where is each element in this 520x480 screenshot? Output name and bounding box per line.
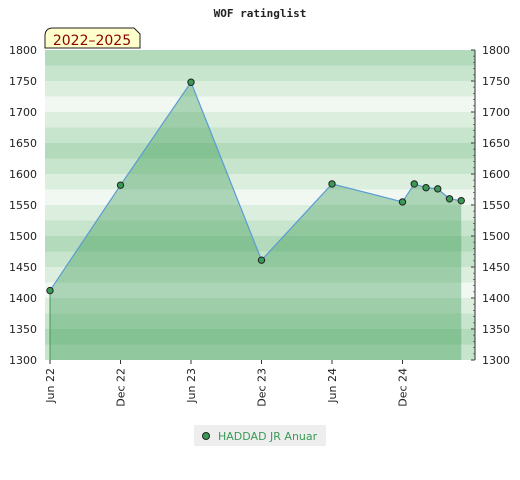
x-tick-label: Dec 22 (115, 368, 128, 407)
background-band (45, 236, 475, 252)
x-tick-label: Dec 24 (397, 368, 410, 407)
data-point (410, 180, 418, 188)
legend-marker (202, 432, 210, 440)
y-tick-label-left: 1550 (9, 199, 37, 212)
y-tick-label-right: 1300 (482, 354, 510, 367)
legend: HADDAD JR Anuar (194, 425, 326, 446)
chart-title: WOF ratinglist (214, 7, 307, 20)
background-band (45, 50, 475, 66)
y-tick-label-left: 1600 (9, 168, 37, 181)
y-tick-label-left: 1350 (9, 323, 37, 336)
period-label: 2022–2025 (53, 33, 131, 49)
data-point (457, 196, 465, 205)
data-point (46, 286, 54, 295)
x-tick-label: Jun 23 (185, 368, 198, 404)
x-tick-label: Jun 22 (44, 368, 57, 404)
y-tick-label-left: 1750 (9, 75, 37, 88)
series-area (50, 82, 462, 361)
y-tick-label-left: 1300 (9, 354, 37, 367)
y-tick-label-right: 1800 (482, 44, 510, 57)
background-band (45, 127, 475, 143)
background-band (45, 81, 475, 97)
background-band (45, 329, 475, 345)
x-axis: Jun 22 Dec 22 Jun 23 Dec 23 Jun 24 Dec 24 (44, 360, 410, 407)
rating-area (50, 82, 462, 361)
background-band (45, 220, 475, 236)
y-axis-right: 1300 1350 1400 1450 1500 1550 1600 1650 1700 1750… (471, 44, 510, 367)
rating-points (46, 78, 465, 295)
data-point (422, 183, 430, 192)
background-band (45, 158, 475, 174)
x-tick-label: Dec 23 (256, 368, 269, 407)
background-band (45, 65, 475, 81)
y-tick-label-right: 1550 (482, 199, 510, 212)
data-point (257, 256, 266, 264)
y-tick-label-right: 1600 (482, 168, 510, 181)
background-band (45, 298, 475, 314)
y-tick-label-left: 1800 (9, 44, 37, 57)
y-tick-label-left: 1450 (9, 261, 37, 274)
y-tick-label-left: 1700 (9, 106, 37, 119)
y-tick-label-left: 1650 (9, 137, 37, 150)
y-tick-label-right: 1450 (482, 261, 510, 274)
y-tick-label-right: 1400 (482, 292, 510, 305)
y-axis-left: 1300 1350 1400 1450 1500 1550 1600 1650 1700 1750… (9, 44, 37, 367)
x-tick-label: Jun 24 (326, 368, 339, 404)
period-badge: 2022–2025 (44, 27, 141, 49)
y-tick-label-right: 1700 (482, 106, 510, 119)
data-point (434, 185, 442, 193)
background-band (45, 96, 475, 112)
data-point (398, 198, 407, 206)
data-point (328, 180, 336, 188)
background-band (45, 112, 475, 128)
data-point (187, 78, 195, 86)
y-tick-label-right: 1350 (482, 323, 510, 336)
y-tick-label-left: 1400 (9, 292, 37, 305)
legend-entry: HADDAD JR Anuar (218, 430, 318, 443)
background-band (45, 344, 475, 360)
y-tick-label-right: 1500 (482, 230, 510, 243)
background-band (45, 174, 475, 190)
background-band (45, 313, 475, 329)
y-tick-label-right: 1750 (482, 75, 510, 88)
background-band (45, 205, 475, 221)
background-band (45, 143, 475, 159)
background-band (45, 267, 475, 283)
plot-background-bands (45, 50, 475, 360)
y-tick-label-left: 1500 (9, 230, 37, 243)
data-point (116, 181, 125, 189)
data-point (445, 195, 454, 203)
y-tick-label-right: 1650 (482, 137, 510, 150)
background-band (45, 282, 475, 298)
